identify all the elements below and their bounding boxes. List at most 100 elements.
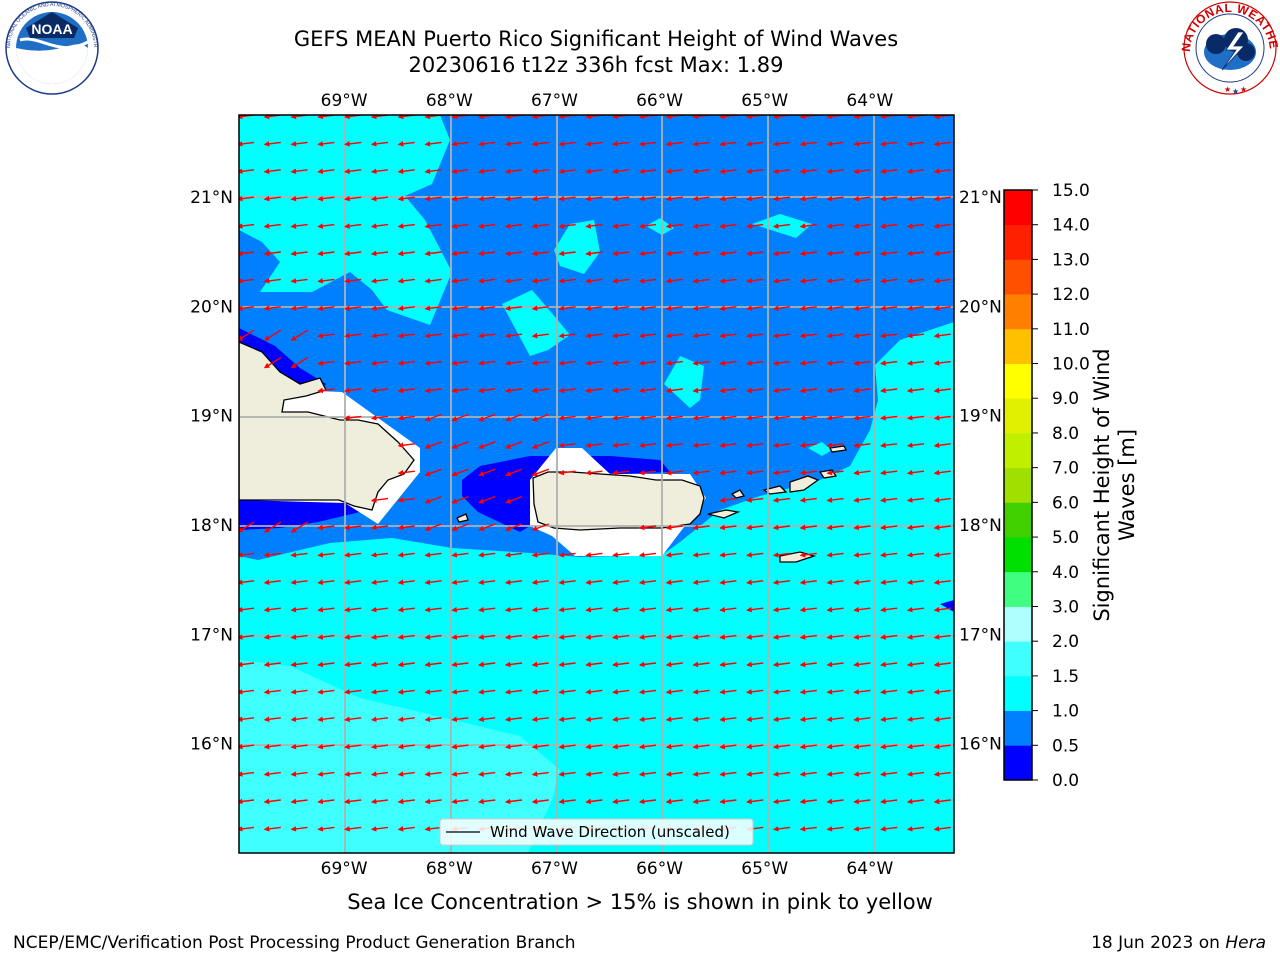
wave-direction-arrow xyxy=(370,716,389,723)
wave-direction-arrow xyxy=(772,305,791,312)
wave-direction-arrow xyxy=(290,552,308,558)
svg-text:★: ★ xyxy=(1224,85,1231,94)
wave-direction-arrow xyxy=(772,250,791,257)
wave-direction-arrow xyxy=(424,413,442,422)
wave-direction-arrow xyxy=(344,826,362,832)
wave-direction-arrow xyxy=(397,469,415,476)
wave-direction-arrow xyxy=(746,387,764,394)
wave-direction-arrow xyxy=(344,360,362,366)
wave-direction-arrow xyxy=(826,387,844,394)
wave-direction-arrow xyxy=(424,332,442,339)
wave-direction-arrow xyxy=(612,141,630,147)
colorbar-tick-label-11: 9.0 xyxy=(1052,389,1079,409)
y-tick-label-right-4: 17°N xyxy=(959,625,1002,645)
wave-direction-arrow xyxy=(719,552,737,558)
wave-direction-arrow xyxy=(826,442,844,449)
wave-direction-arrow xyxy=(799,661,817,668)
wave-direction-arrow xyxy=(933,141,951,147)
wave-direction-arrow xyxy=(424,689,442,695)
y-tick-label-left-3: 18°N xyxy=(190,516,233,536)
wave-direction-arrow xyxy=(585,250,603,257)
wave-direction-arrow xyxy=(906,332,925,339)
wave-direction-arrow xyxy=(397,278,415,284)
wave-direction-arrow xyxy=(638,305,657,312)
wave-direction-arrow xyxy=(531,579,549,586)
y-tick-label-left-1: 20°N xyxy=(190,297,233,317)
wave-direction-arrow xyxy=(344,141,362,147)
colorbar-label-line2: Waves [m] xyxy=(1115,428,1139,542)
wave-direction-arrow xyxy=(826,634,844,640)
wave-direction-arrow xyxy=(826,524,844,531)
wave-direction-arrow xyxy=(880,469,898,476)
wave-direction-arrow xyxy=(880,771,898,777)
wave-direction-arrow xyxy=(933,195,951,202)
wave-direction-arrow xyxy=(719,141,737,147)
wave-direction-arrow xyxy=(692,743,710,750)
wave-direction-arrow xyxy=(397,552,415,558)
wave-direction-arrow xyxy=(638,798,657,805)
wave-direction-arrow xyxy=(370,689,389,695)
wave-direction-arrow xyxy=(880,606,898,613)
wave-direction-arrow xyxy=(692,798,710,805)
wave-direction-arrow xyxy=(263,250,281,257)
wave-direction-arrow xyxy=(531,360,549,366)
wave-direction-arrow xyxy=(263,195,281,202)
wave-direction-arrow xyxy=(612,305,630,312)
wave-direction-arrow xyxy=(853,250,871,257)
wave-direction-arrow xyxy=(478,771,496,777)
wave-direction-arrow xyxy=(665,168,683,175)
wave-direction-arrow xyxy=(638,141,657,147)
wave-direction-arrow xyxy=(585,606,603,613)
wave-direction-arrow xyxy=(317,387,335,394)
wave-direction-arrow xyxy=(558,442,576,449)
wave-direction-arrow xyxy=(638,223,657,229)
wave-direction-arrow xyxy=(344,223,362,229)
wave-direction-arrow xyxy=(799,360,817,366)
wave-direction-arrow xyxy=(612,223,630,229)
wave-direction-arrow xyxy=(772,168,791,175)
hispaniola-land xyxy=(239,341,415,511)
wave-direction-arrow xyxy=(504,223,523,229)
wave-direction-arrow xyxy=(906,579,925,586)
wave-direction-arrow xyxy=(612,552,630,558)
wave-direction-arrow xyxy=(746,332,764,339)
wave-direction-arrow xyxy=(263,606,281,613)
cyan-patch-67-5w-21n xyxy=(554,220,600,274)
wave-direction-arrow xyxy=(719,305,737,312)
wave-direction-arrow xyxy=(370,415,389,421)
wave-direction-arrow xyxy=(531,441,550,449)
wave-direction-arrow xyxy=(239,826,255,832)
colorbar: 0.0 0.5 1.0 1.5 2.0 3.0 4.0 5.0 6.0 7.0 8.0 9.0 10.0… xyxy=(1003,181,1090,791)
wave-direction-arrow xyxy=(772,634,791,640)
wave-direction-arrow xyxy=(531,634,549,640)
wave-direction-arrow xyxy=(344,552,362,558)
wave-direction-arrow xyxy=(933,826,951,832)
wave-direction-arrow xyxy=(585,278,603,284)
wave-direction-arrow xyxy=(263,579,281,586)
wave-direction-arrow xyxy=(239,579,255,586)
wave-direction-arrow xyxy=(585,332,603,339)
wave-direction-arrow xyxy=(853,387,871,394)
wave-direction-arrow xyxy=(692,278,710,284)
wave-direction-arrow xyxy=(880,141,898,147)
wave-direction-arrow xyxy=(239,168,255,175)
wave-direction-arrow xyxy=(746,606,764,613)
wave-direction-arrow xyxy=(665,278,683,284)
wave-direction-arrow xyxy=(772,223,791,229)
wave-direction-arrow xyxy=(290,689,308,695)
wave-direction-arrow xyxy=(799,826,817,832)
wave-direction-arrow xyxy=(558,195,576,202)
wave-direction-arrow xyxy=(638,360,657,366)
wave-direction-arrow xyxy=(826,469,844,476)
wave-direction-arrow xyxy=(826,250,844,257)
wave-direction-arrow xyxy=(370,387,389,394)
wave-direction-arrow xyxy=(906,606,925,613)
st-john-tortola-islands xyxy=(789,475,820,493)
wave-direction-arrow xyxy=(424,387,442,394)
wave-direction-arrow xyxy=(772,689,791,695)
wave-direction-arrow xyxy=(638,415,657,421)
wave-direction-arrow xyxy=(880,223,898,229)
wave-direction-arrow xyxy=(933,716,951,723)
colorbar-tick-label-13: 11.0 xyxy=(1052,320,1090,340)
wave-direction-arrow xyxy=(853,606,871,613)
